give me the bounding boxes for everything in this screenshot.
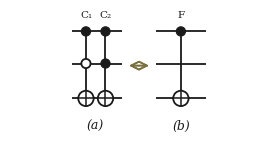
Circle shape xyxy=(78,91,94,106)
Circle shape xyxy=(176,27,185,36)
Text: C₂: C₂ xyxy=(100,11,111,20)
FancyArrowPatch shape xyxy=(131,62,147,70)
Text: (a): (a) xyxy=(86,120,104,133)
Circle shape xyxy=(81,59,91,68)
Text: C₁: C₁ xyxy=(80,11,92,20)
Text: (b): (b) xyxy=(172,120,190,133)
Text: F: F xyxy=(177,11,184,20)
Circle shape xyxy=(81,27,91,36)
Circle shape xyxy=(101,27,110,36)
Circle shape xyxy=(173,91,188,106)
Circle shape xyxy=(101,59,110,68)
Circle shape xyxy=(98,91,113,106)
